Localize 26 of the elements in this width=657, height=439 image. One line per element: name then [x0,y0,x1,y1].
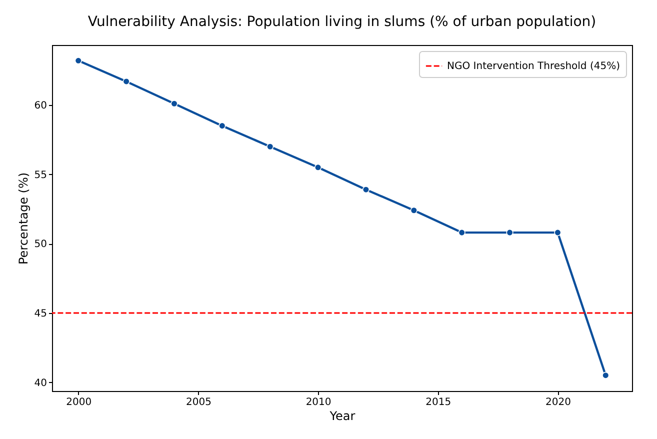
chart-title: Vulnerability Analysis: Population living in slums (% of urban population) [88,14,596,30]
legend-label: NGO Intervention Threshold (45%) [447,61,620,72]
y-tick-label: 60 [34,100,47,112]
point [218,122,226,130]
point [314,164,322,171]
point [602,372,610,379]
y-tick-label: 45 [34,308,47,320]
point [458,229,466,236]
y-tick-label: 55 [34,170,47,181]
point [362,186,370,194]
point [506,229,514,236]
x-tick-label: 2010 [306,397,332,408]
y-axis-title: Percentage (%) [16,172,30,265]
point [554,229,562,236]
point [122,78,130,86]
x-tick-label: 2020 [545,397,571,408]
x-axis-title: Year [328,409,356,423]
point [410,206,418,214]
point [170,100,178,108]
x-tick-label: 2005 [186,397,212,408]
y-tick-label: 50 [34,239,47,250]
point [74,57,82,64]
x-tick-label: 2015 [426,397,452,408]
y-tick-label: 40 [34,378,47,389]
x-tick-label: 2000 [66,397,92,408]
point [266,143,274,150]
